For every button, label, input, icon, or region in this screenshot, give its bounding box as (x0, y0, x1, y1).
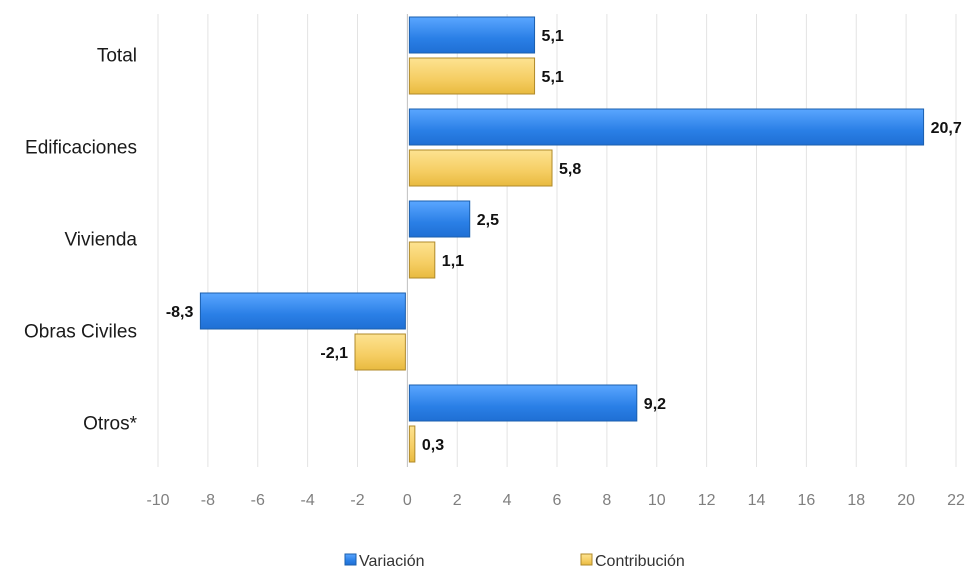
x-tick-label: 0 (403, 492, 412, 509)
data-label: 9,2 (644, 396, 666, 413)
x-tick-label: -10 (146, 492, 169, 509)
bar (408, 108, 925, 146)
category-label: Edificaciones (25, 138, 137, 159)
data-label: 5,1 (542, 69, 564, 86)
data-label: -2,1 (320, 345, 348, 362)
x-tick-label: -8 (201, 492, 215, 509)
x-tick-label: 2 (453, 492, 462, 509)
legend-swatch (580, 553, 593, 566)
x-tick-label: 14 (748, 492, 766, 509)
data-label: 5,1 (542, 28, 564, 45)
data-label: 5,8 (559, 161, 581, 178)
x-tick-label: 4 (503, 492, 512, 509)
x-tick-label: 6 (553, 492, 562, 509)
x-tick-label: -2 (350, 492, 364, 509)
labels: -10 -8 -6 -4 -2 0 2 4 6 8 10 12 14 16 18 20 22 Total 5,1 5,… (24, 28, 965, 509)
bar (408, 384, 638, 422)
x-tick-label: 8 (602, 492, 611, 509)
x-tick-label: 22 (947, 492, 965, 509)
x-tick-label: 12 (698, 492, 716, 509)
bar (408, 57, 536, 95)
bar (354, 333, 406, 371)
data-label: 2,5 (477, 212, 499, 229)
category-label: Otros* (83, 414, 137, 435)
legend: Variación Contribución (344, 553, 685, 570)
x-tick-label: -6 (251, 492, 265, 509)
data-label: 1,1 (442, 253, 464, 270)
x-tick-label: -4 (301, 492, 315, 509)
data-label: -8,3 (166, 304, 194, 321)
data-label: 0,3 (422, 437, 444, 454)
bar (408, 149, 553, 187)
category-label: Obras Civiles (24, 322, 137, 343)
legend-swatch (344, 553, 357, 566)
x-tick-label: 16 (797, 492, 815, 509)
bar (199, 292, 406, 330)
data-label: 20,7 (931, 120, 962, 137)
legend-label: Variación (359, 553, 425, 570)
x-tick-label: 18 (847, 492, 865, 509)
legend-label: Contribución (595, 553, 685, 570)
category-label: Total (97, 46, 137, 67)
x-tick-label: 10 (648, 492, 666, 509)
bar (408, 200, 471, 238)
bar (408, 425, 416, 463)
bars (199, 16, 925, 463)
x-tick-label: 20 (897, 492, 915, 509)
bar (408, 241, 436, 279)
category-label: Vivienda (64, 230, 137, 251)
bar (408, 16, 536, 54)
